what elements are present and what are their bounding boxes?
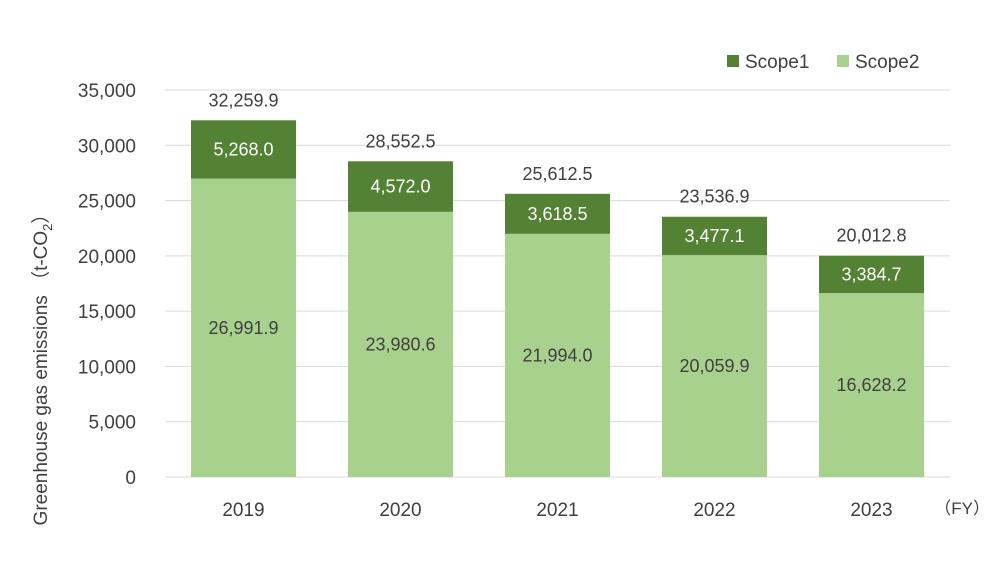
y-tick-label: 30,000	[78, 136, 136, 157]
y-tick-label: 15,000	[78, 302, 136, 323]
y-tick-label: 0	[125, 468, 136, 489]
data-label-scope1: 3,618.5	[527, 204, 587, 224]
y-tick-label: 10,000	[78, 357, 136, 378]
data-label-scope1: 5,268.0	[213, 139, 273, 159]
data-label-total: 28,552.5	[365, 131, 435, 151]
y-tick-label: 25,000	[78, 192, 136, 213]
y-axis-title-subscript: 2	[40, 224, 55, 231]
data-label-total: 32,259.9	[208, 90, 278, 110]
bars: 26,991.9 5,268.0 32,259.9 23,980.6 4,572.0 28…	[191, 90, 924, 478]
x-axis-unit-label: （FY）	[934, 499, 990, 518]
y-tick-label: 35,000	[78, 81, 136, 102]
data-label-scope2: 21,994.0	[522, 345, 592, 365]
x-category-label: 2022	[693, 500, 735, 521]
data-label-scope2: 20,059.9	[679, 356, 749, 376]
bar-scope1	[191, 120, 296, 179]
x-category-label: 2023	[850, 500, 892, 521]
data-label-scope1: 4,572.0	[370, 177, 430, 197]
data-label-scope2: 23,980.6	[365, 334, 435, 354]
y-tick-label: 20,000	[78, 247, 136, 268]
data-label-scope2: 26,991.9	[208, 318, 278, 338]
data-label-total: 25,612.5	[522, 164, 592, 184]
bar-scope2	[819, 293, 924, 477]
bar-scope2	[505, 233, 610, 477]
data-label-scope2: 16,628.2	[836, 375, 906, 395]
data-label-total: 23,536.9	[679, 187, 749, 207]
data-label-scope1: 3,384.7	[841, 264, 901, 284]
bar-scope2	[191, 178, 296, 478]
legend-label-scope2: Scope2	[855, 52, 919, 73]
y-axis-title-close: ）	[30, 205, 52, 224]
y-tick-label: 5,000	[88, 413, 136, 434]
bar-scope1	[348, 161, 453, 212]
bar-scope2	[348, 211, 453, 477]
y-axis-tick-labels: 0 5,000 10,000 15,000 20,000 25,000 30,000 35,0…	[78, 81, 136, 489]
x-category-label: 2019	[222, 500, 264, 521]
bar-scope1	[819, 255, 924, 294]
bar-scope2	[662, 255, 767, 477]
bar-scope1	[662, 216, 767, 256]
bar-scope1	[505, 193, 610, 234]
legend-swatch-scope1	[727, 55, 739, 67]
legend-swatch-scope2	[837, 55, 849, 67]
y-axis-title-main: Greenhouse gas emissions （t-CO	[30, 231, 52, 526]
data-label-total: 20,012.8	[836, 226, 906, 246]
y-axis-title: Greenhouse gas emissions （t-CO2）	[30, 205, 55, 526]
x-axis-category-labels: 2019 2020 2021 2022 2023	[222, 500, 892, 521]
data-label-scope1: 3,477.1	[684, 226, 744, 246]
x-category-label: 2020	[379, 500, 421, 521]
legend: Scope1 Scope2	[727, 52, 919, 73]
x-category-label: 2021	[536, 500, 578, 521]
legend-label-scope1: Scope1	[745, 52, 809, 73]
